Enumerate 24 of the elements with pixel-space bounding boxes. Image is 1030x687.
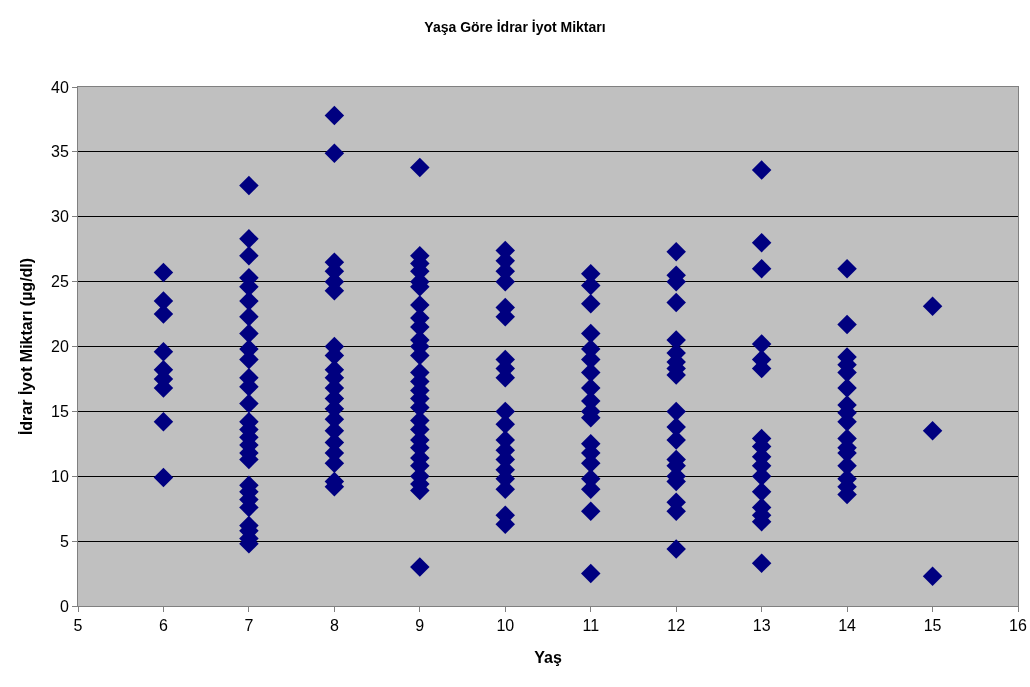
x-tick-label: 5 <box>73 617 83 635</box>
y-tick-label: 0 <box>59 597 69 615</box>
x-tick-label: 14 <box>838 617 857 635</box>
x-tick-label: 6 <box>159 617 168 635</box>
y-axis-title: İdrar İyot Miktarı (µg/dl) <box>17 257 35 436</box>
x-tick-label: 8 <box>329 617 339 635</box>
x-tick-label: 7 <box>244 617 254 635</box>
x-tick-label: 16 <box>1009 617 1027 635</box>
y-tick-label: 5 <box>59 532 69 550</box>
x-tick-label: 11 <box>582 617 600 635</box>
x-axis-title: Yaş <box>534 648 562 666</box>
x-tick-label: 9 <box>415 617 425 635</box>
x-tick-label: 12 <box>667 617 686 635</box>
y-tick-label: 40 <box>51 78 69 96</box>
y-tick-label: 20 <box>51 338 69 356</box>
x-tick-label: 13 <box>752 617 771 635</box>
y-tick-label: 25 <box>51 273 69 291</box>
chart-title: Yaşa Göre İdrar İyot Miktarı <box>424 19 606 36</box>
y-tick-label: 35 <box>51 143 69 161</box>
x-tick-label: 10 <box>496 617 515 635</box>
y-tick-label: 10 <box>51 467 69 485</box>
y-tick-label: 15 <box>51 402 69 420</box>
y-tick-label: 30 <box>51 208 69 226</box>
x-tick-label: 15 <box>923 617 942 635</box>
